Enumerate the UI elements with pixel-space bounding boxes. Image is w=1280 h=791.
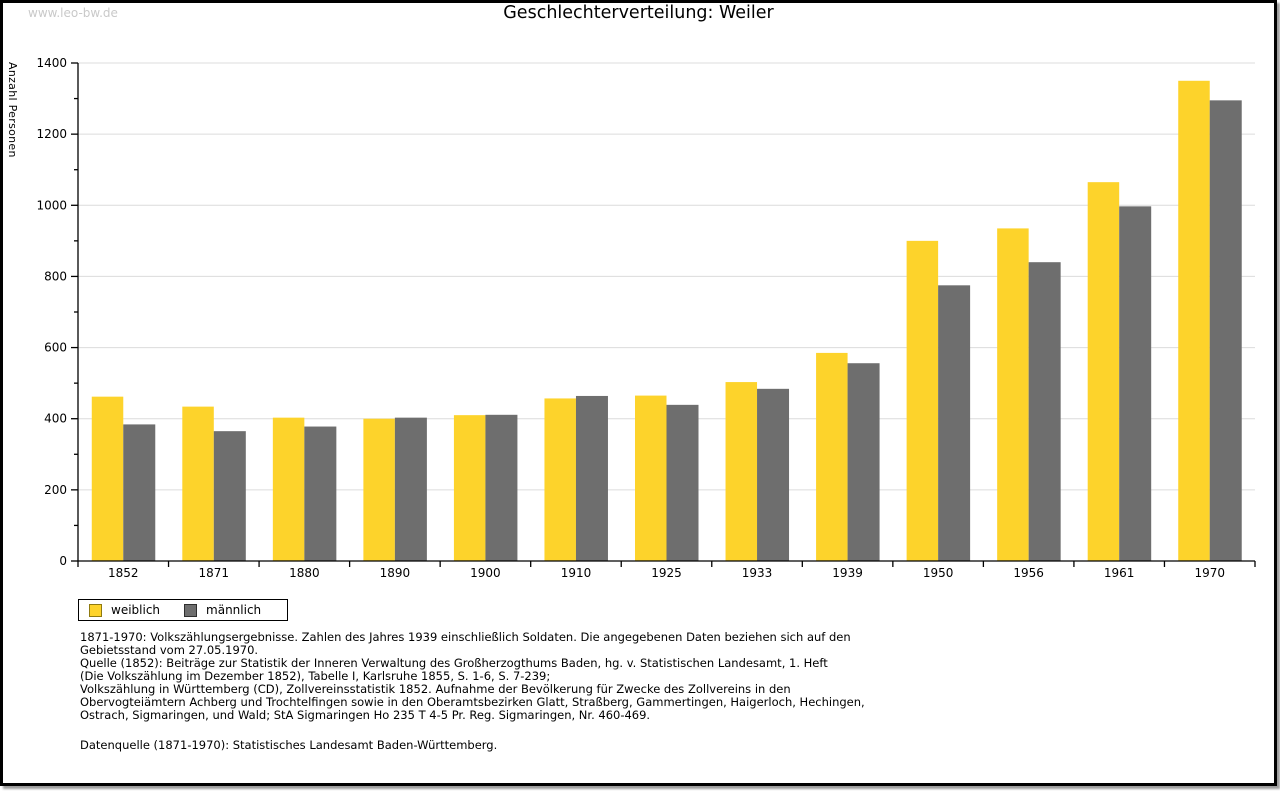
bar-maennlich-1910 xyxy=(575,395,608,561)
y-tick-label: 0 xyxy=(59,554,67,568)
bar-weiblich-1890 xyxy=(363,418,395,561)
footnote-line: Ostrach, Sigmaringen, und Wald; StA Sigm… xyxy=(80,708,651,722)
footnote-line: Gebietsstand vom 27.05.1970. xyxy=(80,643,259,657)
footnote-line: (Die Volkszählung im Dezember 1852), Tab… xyxy=(80,669,551,683)
bar-weiblich-1939 xyxy=(816,352,848,561)
x-tick-label-1950: 1950 xyxy=(923,566,954,580)
bar-weiblich-1970 xyxy=(1178,80,1210,562)
bar-maennlich-1925 xyxy=(666,404,699,561)
bar-maennlich-1871 xyxy=(213,431,246,561)
y-tick-label: 400 xyxy=(44,412,67,426)
bar-weiblich-1956 xyxy=(997,228,1029,561)
x-tick-label-1890: 1890 xyxy=(380,566,411,580)
x-tick-label-1900: 1900 xyxy=(470,566,501,580)
datasource-note: Datenquelle (1871-1970): Statistisches L… xyxy=(80,738,498,752)
bar-weiblich-1950 xyxy=(906,240,939,561)
bar-weiblich-1880 xyxy=(272,417,305,561)
bar-maennlich-1880 xyxy=(304,426,337,561)
chart-title: Geschlechterverteilung: Weiler xyxy=(503,3,774,23)
y-tick-label: 200 xyxy=(44,483,67,497)
bar-maennlich-1933 xyxy=(757,388,790,561)
y-tick-label: 600 xyxy=(44,341,67,355)
legend-item-maennlich: männlich xyxy=(184,603,261,617)
bar-maennlich-1852 xyxy=(123,424,156,561)
bar-maennlich-1950 xyxy=(938,285,971,561)
x-tick-label-1956: 1956 xyxy=(1013,566,1044,580)
bar-weiblich-1910 xyxy=(544,398,576,561)
legend-item-weiblich: weiblich xyxy=(89,603,160,617)
y-tick-label: 1400 xyxy=(36,56,67,70)
footnote-line: Obervogteiämtern Achberg und Trochtelfin… xyxy=(80,695,865,709)
footnote-line: Volkszählung in Württemberg (CD), Zollve… xyxy=(80,682,791,696)
x-tick-label-1933: 1933 xyxy=(742,566,773,580)
x-tick-label-1961: 1961 xyxy=(1104,566,1135,580)
x-tick-label-1910: 1910 xyxy=(561,566,592,580)
bar-weiblich-1871 xyxy=(182,406,214,561)
footnote-line: 1871-1970: Volkszählungsergebnisse. Zahl… xyxy=(80,630,851,644)
bar-weiblich-1933 xyxy=(725,382,758,561)
bar-maennlich-1890 xyxy=(394,417,427,561)
bar-maennlich-1970 xyxy=(1209,100,1242,561)
y-axis-label: Anzahl Personen xyxy=(6,62,19,158)
bar-weiblich-1961 xyxy=(1087,182,1120,561)
x-tick-label-1970: 1970 xyxy=(1194,566,1225,580)
legend-label-maennlich: männlich xyxy=(206,603,262,617)
bar-chart: 0 200 400 600 800 1000 1200 1400 1852 1871 1880 189… xyxy=(36,56,1256,580)
bar-maennlich-1956 xyxy=(1028,262,1061,561)
y-tick-label: 1000 xyxy=(36,198,67,212)
x-tick-label-1880: 1880 xyxy=(289,566,320,580)
bar-weiblich-1852 xyxy=(91,396,124,561)
bar-maennlich-1961 xyxy=(1119,206,1152,562)
legend: weiblich männlich xyxy=(78,599,288,621)
y-tick-label: 1200 xyxy=(36,127,67,141)
y-tick-label: 800 xyxy=(44,269,67,283)
x-tick-label-1939: 1939 xyxy=(832,566,863,580)
bar-maennlich-1939 xyxy=(847,363,880,561)
source-notes: 1871-1970: Volkszählungsergebnisse. Zahl… xyxy=(80,631,910,722)
footnote-line: Quelle (1852): Beiträge zur Statistik de… xyxy=(80,656,828,670)
bar-weiblich-1900 xyxy=(453,415,486,561)
x-tick-label-1871: 1871 xyxy=(199,566,230,580)
watermark: www.leo-bw.de xyxy=(28,6,118,20)
legend-swatch-maennlich xyxy=(184,603,198,617)
legend-label-weiblich: weiblich xyxy=(111,603,161,617)
bar-maennlich-1900 xyxy=(485,414,518,561)
legend-swatch-weiblich xyxy=(89,603,102,617)
x-tick-label-1852: 1852 xyxy=(108,566,139,580)
bar-weiblich-1925 xyxy=(635,395,667,561)
x-tick-label-1925: 1925 xyxy=(651,566,682,580)
